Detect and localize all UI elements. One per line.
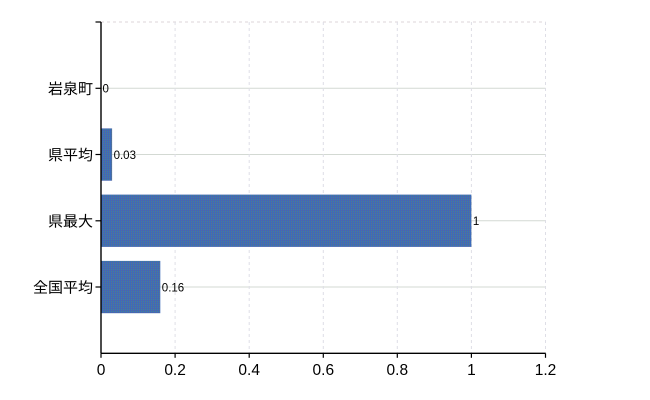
svg-text:0: 0 — [97, 362, 106, 379]
svg-text:1.2: 1.2 — [535, 362, 557, 379]
svg-text:0: 0 — [103, 84, 109, 96]
svg-text:0.6: 0.6 — [313, 362, 335, 379]
svg-text:0.03: 0.03 — [114, 150, 136, 162]
svg-text:1: 1 — [467, 362, 476, 379]
svg-text:0.4: 0.4 — [238, 362, 260, 379]
svg-text:0.8: 0.8 — [387, 362, 409, 379]
svg-text:1: 1 — [473, 216, 479, 228]
svg-text:0.2: 0.2 — [164, 362, 186, 379]
svg-text:0.16: 0.16 — [162, 282, 184, 294]
